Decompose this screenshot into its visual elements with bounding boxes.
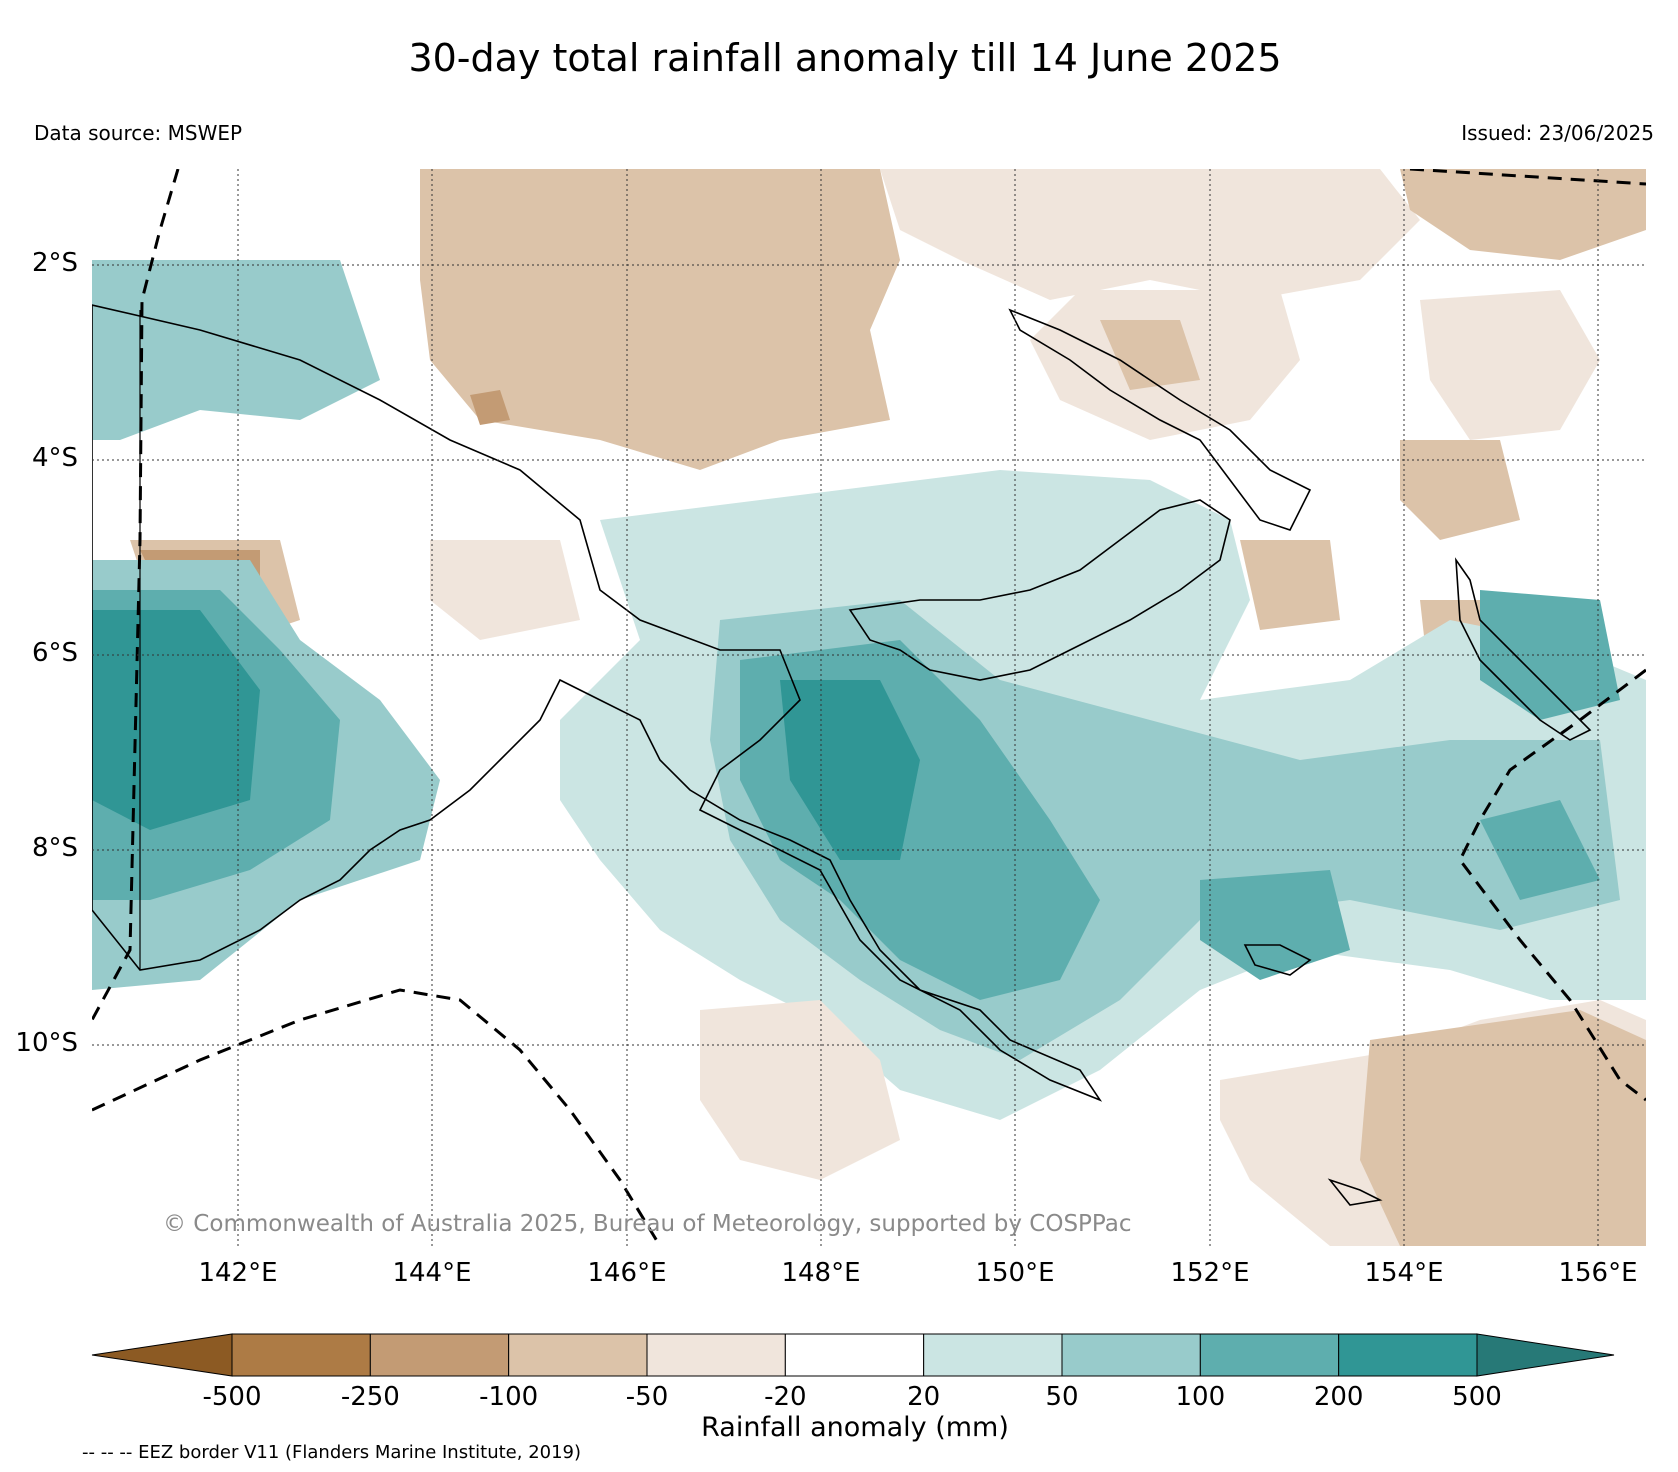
- colorbar-segment: [1199, 1333, 1340, 1377]
- lon-label-154E: 154°E: [1364, 1258, 1444, 1288]
- lon-label-150E: 150°E: [975, 1258, 1055, 1288]
- colorbar-tick-label: 500: [1452, 1382, 1502, 1412]
- colorbar-segment: [231, 1333, 371, 1377]
- colorbar: [91, 1333, 1615, 1377]
- colorbar-segment: [784, 1333, 925, 1377]
- colorbar-tick-label: -100: [479, 1382, 539, 1412]
- colorbar-segment: [508, 1333, 648, 1377]
- colorbar-tick-label: -500: [202, 1382, 262, 1412]
- graticule: [92, 169, 1646, 1246]
- copyright-text: © Commonwealth of Australia 2025, Bureau…: [163, 1211, 1132, 1237]
- lat-label-8S: 8°S: [31, 833, 78, 863]
- colorbar-segment: [1338, 1333, 1478, 1377]
- lon-label-144E: 144°E: [392, 1258, 472, 1288]
- colorbar-extend-high: [1476, 1333, 1615, 1377]
- colorbar-segment: [1061, 1333, 1201, 1377]
- colorbar-segment: [646, 1333, 786, 1377]
- lon-label-146E: 146°E: [587, 1258, 667, 1288]
- lon-label-152E: 152°E: [1170, 1258, 1250, 1288]
- lat-label-6S: 6°S: [31, 638, 78, 668]
- colorbar-tick-label: 200: [1313, 1382, 1364, 1412]
- eez-border-note: -- -- -- EEZ border V11 (Flanders Marine…: [82, 1442, 582, 1463]
- colorbar-tick-label: -50: [625, 1382, 669, 1412]
- lat-label-2S: 2°S: [31, 248, 78, 278]
- lon-label-148E: 148°E: [781, 1258, 861, 1288]
- colorbar-tick-label: 20: [907, 1382, 941, 1412]
- map-title: 30-day total rainfall anomaly till 14 Ju…: [408, 36, 1282, 80]
- colorbar-tick-label: 50: [1045, 1382, 1079, 1412]
- lon-label-156E: 156°E: [1558, 1258, 1638, 1288]
- lon-label-142E: 142°E: [198, 1258, 278, 1288]
- anomaly-field: [92, 169, 1646, 1246]
- lat-label-10S: 10°S: [15, 1028, 78, 1058]
- colorbar-extend-low: [91, 1333, 233, 1377]
- colorbar-segment: [923, 1333, 1063, 1377]
- lat-label-4S: 4°S: [31, 443, 78, 473]
- colorbar-segment: [369, 1333, 510, 1377]
- colorbar-tick-label: -250: [340, 1382, 400, 1412]
- data-source-label: Data source: MSWEP: [34, 121, 243, 145]
- colorbar-tick-label: 100: [1175, 1382, 1226, 1412]
- issued-date-label: Issued: 23/06/2025: [1461, 121, 1654, 145]
- colorbar-tick-label: -20: [764, 1382, 807, 1412]
- colorbar-label: Rainfall anomaly (mm): [701, 1412, 1009, 1443]
